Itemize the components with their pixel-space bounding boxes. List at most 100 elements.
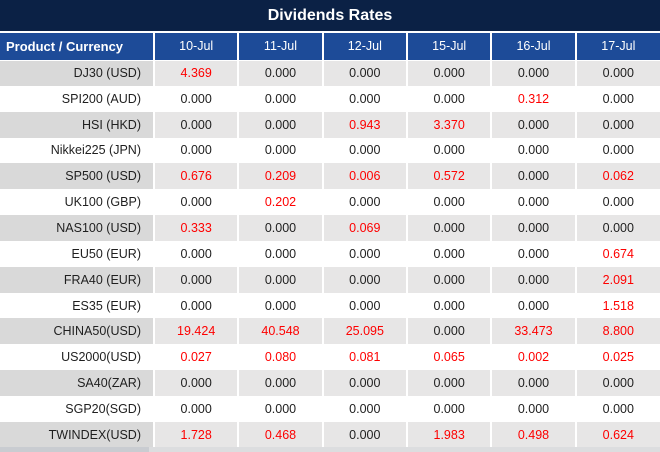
rate-cell: 0.000 — [321, 421, 407, 448]
rate-cell: 0.000 — [152, 370, 239, 396]
rate-cell: 0.000 — [237, 395, 323, 422]
table-header: Product / Currency 10-Jul 11-Jul 12-Jul 15-J… — [0, 33, 660, 61]
table-title-bar: Dividends Rates — [0, 0, 660, 33]
rate-cell: 0.624 — [574, 421, 660, 448]
rate-cell: 0.000 — [405, 240, 492, 267]
rate-cell: 0.000 — [490, 137, 576, 164]
product-cell: Nikkei225 (JPN) — [0, 137, 154, 164]
product-cell: ES35 (EUR) — [0, 292, 154, 319]
rate-cell: 0.498 — [490, 421, 576, 448]
rate-cell: 0.065 — [405, 344, 492, 371]
rate-cell: 0.209 — [237, 163, 323, 190]
rate-cell: 0.000 — [574, 215, 660, 241]
rate-cell: 0.000 — [574, 137, 660, 164]
rate-cell: 0.674 — [574, 240, 660, 267]
rate-cell: 0.468 — [237, 421, 323, 448]
product-cell: SPI200 (AUD) — [0, 85, 154, 112]
product-cell: CHINA50(USD) — [0, 318, 154, 345]
rate-cell: 4.369 — [152, 60, 239, 86]
rate-cell: 0.000 — [152, 266, 239, 293]
table-row: SA40(ZAR) 0.000 0.000 0.000 0.000 0.000 0.000 — [0, 370, 660, 396]
rate-cell: 0.000 — [405, 60, 492, 86]
rate-cell: 0.000 — [405, 318, 492, 345]
rate-cell: 0.000 — [574, 85, 660, 112]
rate-cell: 0.000 — [152, 111, 239, 138]
rate-cell: 0.002 — [490, 344, 576, 371]
column-header-date: 10-Jul — [152, 33, 239, 61]
rate-cell: 25.095 — [321, 318, 407, 345]
rate-cell: 0.000 — [405, 292, 492, 319]
rate-cell: 0.000 — [152, 292, 239, 319]
bottom-strip-left — [0, 447, 149, 452]
rate-cell: 0.000 — [321, 266, 407, 293]
column-header-date: 16-Jul — [490, 33, 576, 61]
rate-cell: 33.473 — [490, 318, 576, 345]
rate-cell: 3.370 — [405, 111, 492, 138]
bottom-strip-right — [149, 447, 660, 452]
product-cell: DJ30 (USD) — [0, 60, 154, 86]
rate-cell: 0.676 — [152, 163, 239, 190]
rate-cell: 0.080 — [237, 344, 323, 371]
column-header-product-currency: Product / Currency — [0, 33, 154, 61]
rate-cell: 0.000 — [490, 189, 576, 216]
rate-cell: 0.000 — [152, 137, 239, 164]
rate-cell: 0.000 — [405, 85, 492, 112]
table-row: FRA40 (EUR) 0.000 0.000 0.000 0.000 0.000 2.09… — [0, 266, 660, 293]
table-row: DJ30 (USD) 4.369 0.000 0.000 0.000 0.000 0.000 — [0, 60, 660, 86]
rate-cell: 0.000 — [237, 266, 323, 293]
rate-cell: 0.006 — [321, 163, 407, 190]
rate-cell: 0.000 — [237, 111, 323, 138]
table-row: SP500 (USD) 0.676 0.209 0.006 0.572 0.000 0.06… — [0, 163, 660, 190]
rate-cell: 0.000 — [490, 111, 576, 138]
rate-cell: 0.000 — [321, 395, 407, 422]
rate-cell: 0.000 — [237, 240, 323, 267]
rate-cell: 0.000 — [405, 137, 492, 164]
rate-cell: 0.000 — [321, 240, 407, 267]
rate-cell: 19.424 — [152, 318, 239, 345]
rate-cell: 0.000 — [405, 215, 492, 241]
rate-cell: 0.572 — [405, 163, 492, 190]
product-cell: EU50 (EUR) — [0, 240, 154, 267]
bottom-edge-strip — [0, 447, 660, 452]
rate-cell: 0.000 — [321, 370, 407, 396]
rate-cell: 0.000 — [405, 266, 492, 293]
rate-cell: 1.728 — [152, 421, 239, 448]
table-row: TWINDEX(USD) 1.728 0.468 0.000 1.983 0.498 0.6… — [0, 421, 660, 448]
column-header-date: 11-Jul — [237, 33, 323, 61]
rate-cell: 0.000 — [152, 240, 239, 267]
product-cell: FRA40 (EUR) — [0, 266, 154, 293]
dividends-table: Product / Currency 10-Jul 11-Jul 12-Jul 15-J… — [0, 33, 660, 448]
rate-cell: 0.000 — [405, 370, 492, 396]
table-row: CHINA50(USD) 19.424 40.548 25.095 0.000 33.47… — [0, 318, 660, 345]
product-cell: SGP20(SGD) — [0, 395, 154, 422]
rate-cell: 0.000 — [490, 240, 576, 267]
header-row: Product / Currency 10-Jul 11-Jul 12-Jul 15-J… — [0, 33, 660, 61]
rate-cell: 0.000 — [490, 163, 576, 190]
table-row: UK100 (GBP) 0.000 0.202 0.000 0.000 0.000 0.00… — [0, 189, 660, 216]
rate-cell: 2.091 — [574, 266, 660, 293]
rate-cell: 0.000 — [237, 370, 323, 396]
rate-cell: 0.000 — [574, 189, 660, 216]
rate-cell: 0.000 — [405, 189, 492, 216]
rate-cell: 0.312 — [490, 85, 576, 112]
product-cell: US2000(USD) — [0, 344, 154, 371]
rate-cell: 0.000 — [490, 215, 576, 241]
rate-cell: 0.000 — [152, 189, 239, 216]
product-cell: NAS100 (USD) — [0, 215, 154, 241]
column-header-date: 12-Jul — [321, 33, 407, 61]
rate-cell: 0.000 — [574, 395, 660, 422]
rate-cell: 0.000 — [490, 60, 576, 86]
column-header-date: 15-Jul — [405, 33, 492, 61]
rate-cell: 8.800 — [574, 318, 660, 345]
rate-cell: 0.081 — [321, 344, 407, 371]
rate-cell: 0.000 — [490, 266, 576, 293]
rate-cell: 0.000 — [321, 189, 407, 216]
rate-cell: 0.025 — [574, 344, 660, 371]
table-row: SPI200 (AUD) 0.000 0.000 0.000 0.000 0.312 0.0… — [0, 85, 660, 112]
table-row: SGP20(SGD) 0.000 0.000 0.000 0.000 0.000 0.000 — [0, 395, 660, 422]
table-row: NAS100 (USD) 0.333 0.000 0.069 0.000 0.000 0.0… — [0, 215, 660, 241]
rate-cell: 0.000 — [405, 395, 492, 422]
rate-cell: 0.333 — [152, 215, 239, 241]
rate-cell: 0.000 — [152, 395, 239, 422]
